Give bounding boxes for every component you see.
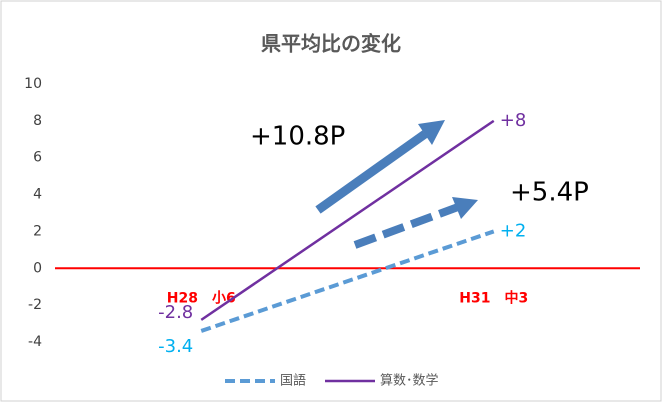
series-line: [200, 119, 495, 321]
y-tick-label: 4: [33, 187, 42, 203]
chart-title: 県平均比の変化: [261, 32, 401, 56]
y-tick-label: 2: [33, 223, 42, 239]
legend-label: 算数･数学: [380, 373, 439, 389]
y-tick-label: 8: [33, 113, 42, 129]
y-tick-label: 6: [33, 150, 42, 166]
annotation: +10.8P: [250, 122, 345, 152]
data-label: +8: [500, 110, 527, 131]
y-tick-label: -2: [28, 297, 42, 313]
arrow: [353, 203, 460, 249]
annotation: +5.4P: [510, 178, 589, 208]
data-label: -3.4: [158, 336, 193, 357]
legend-label: 国語: [280, 373, 306, 389]
y-tick-label: -4: [28, 334, 42, 350]
arrow-head: [418, 120, 445, 145]
x-tick-label: H31 中3: [459, 289, 528, 306]
series-line: [200, 229, 495, 333]
y-tick-label: 0: [33, 260, 42, 276]
data-label: +2: [500, 220, 527, 241]
arrow-head: [452, 197, 478, 219]
x-tick-label: H28 小6: [167, 290, 236, 306]
arrow: [315, 130, 428, 214]
data-label: -2.8: [158, 302, 193, 323]
y-tick-label: 10: [24, 76, 42, 92]
